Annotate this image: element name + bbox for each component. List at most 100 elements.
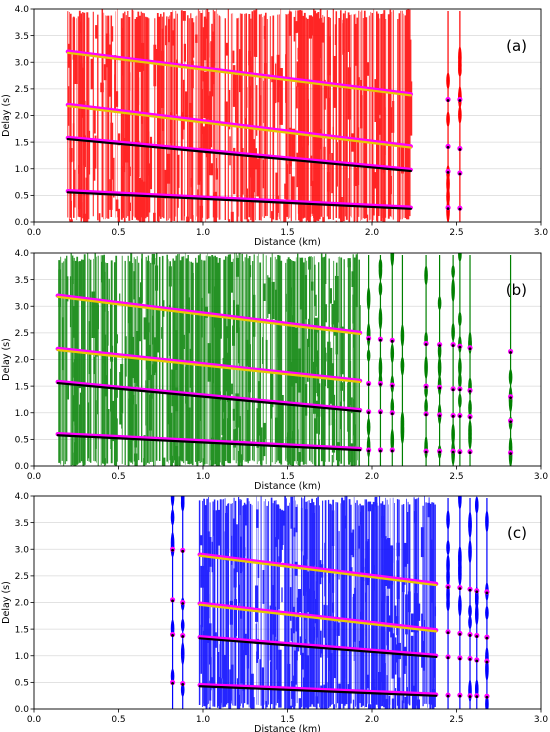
pick-marker-core [446,171,450,174]
pick-marker-core [181,602,185,605]
pick-marker-core [458,345,462,349]
x-tick-label: 0.5 [111,715,125,725]
trace-wavelet [508,389,513,413]
pick-marker-core [458,207,462,211]
pick-marker-core [468,634,472,637]
pick-marker-core [458,587,462,590]
pick-marker-core [379,383,382,386]
pick-marker-core [390,412,394,416]
y-tick-label: 1.5 [15,382,29,392]
trace-field [67,9,413,222]
isolated-traces [366,253,513,466]
pick-marker-core [390,384,394,388]
pick-marker-core [475,635,479,638]
x-tick-label: 0.0 [27,472,42,482]
trace-wavelet [378,258,383,272]
pick-marker-core [458,148,462,151]
pick-marker-core [367,449,371,453]
pick-marker-core [509,420,512,424]
pick-marker-core [475,659,479,663]
trace-wavelet [458,64,462,77]
pick-marker-core [485,660,489,664]
pick-marker-core [458,694,462,698]
pick-marker-core [367,337,371,341]
y-tick-label: 3.5 [15,32,29,42]
pick-marker-core [468,389,472,393]
trace-wavelet [508,369,513,386]
y-tick-label: 0.0 [15,705,30,715]
isolated-picks [445,96,463,211]
pick-marker-core [181,683,185,686]
y-tick-label: 2.0 [15,356,30,366]
x-axis-label: Distance (km) [254,724,321,732]
trace-wavelet [458,550,462,570]
y-tick-label: 4.0 [15,492,30,502]
pick-marker-core [468,451,472,455]
chart-panel-3: 0.0 0.5 1.0 1.5 2.0 2.5 3.0 Distance (km) 0.0 0.5… [1,492,549,732]
pick-marker-core [424,385,428,389]
pick-marker-core [171,681,174,685]
pick-line-2 [198,637,438,659]
pick-marker-core [446,656,450,660]
pick-line-highlight-1 [55,431,363,452]
isolated-picks [169,546,490,699]
pick-marker-core [446,586,450,589]
pick-marker-core [367,383,371,386]
trace-wavelet [400,324,405,347]
chart-panel-1: 0.0 0.5 1.0 1.5 2.0 2.5 3.0 Distance (km) 0.0 0.5… [1,5,549,248]
x-tick-label: 1.0 [196,715,211,725]
pick-line-highlight-3 [55,346,363,383]
pick-line-1 [56,434,362,452]
y-axis-label: Delay (s) [1,94,12,137]
trace-wavelet [468,615,472,629]
pick-lines [55,293,363,452]
y-tick-label: 4.0 [15,5,30,15]
trace-wavelet [180,642,185,665]
x-tick-label: 2.5 [449,472,463,482]
trace-wavelet [390,343,395,364]
trace-wavelet [390,253,395,267]
x-tick-label: 1.5 [280,472,294,482]
y-tick-label: 3.0 [15,58,30,68]
x-axis-label: Distance (km) [254,237,321,248]
x-axis: 0.0 0.5 1.0 1.5 2.0 2.5 3.0 Distance (km) [27,222,549,248]
pick-marker-core [390,449,394,453]
y-tick-label: 4.0 [15,249,30,259]
x-tick-label: 3.0 [534,228,549,238]
trace-wavelet [458,46,462,69]
plot-content [65,9,463,222]
x-tick-label: 1.0 [196,228,211,238]
pick-marker-core [438,414,441,418]
trace-wavelet [508,444,513,466]
x-tick-label: 3.0 [534,715,549,725]
pick-marker-core [171,634,174,637]
trace-wavelet [366,287,371,311]
trace-field [198,496,437,709]
pick-marker-core [181,549,185,553]
trace-wavelet [468,514,472,538]
y-axis: 0.0 0.5 1.0 1.5 2.0 2.5 3.0 3.5 4.0 Delay (s) [1,249,34,472]
pick-marker-core [451,450,455,454]
pick-marker-core [468,658,472,661]
trace-wavelet [451,423,455,446]
y-tick-label: 2.5 [15,329,29,339]
trace-wavelet [458,372,462,389]
trace-wavelet [485,647,489,668]
y-tick-label: 1.5 [15,138,29,148]
isolated-picks [366,335,514,456]
trace-wavelet [458,562,462,586]
panel-label: (c) [507,524,527,542]
trace-wavelet [458,312,462,327]
trace-wavelet [468,679,472,702]
x-tick-label: 0.5 [111,228,125,238]
y-axis-label: Delay (s) [1,338,12,381]
y-tick-label: 2.0 [15,599,30,609]
trace-wavelet [468,399,472,417]
pick-marker-core [446,99,450,102]
y-tick-label: 1.0 [15,165,30,175]
x-tick-label: 1.0 [196,472,211,482]
pick-line-highlight-4 [55,293,363,335]
trace-wavelet [424,398,428,415]
trace-wavelet [474,496,479,514]
